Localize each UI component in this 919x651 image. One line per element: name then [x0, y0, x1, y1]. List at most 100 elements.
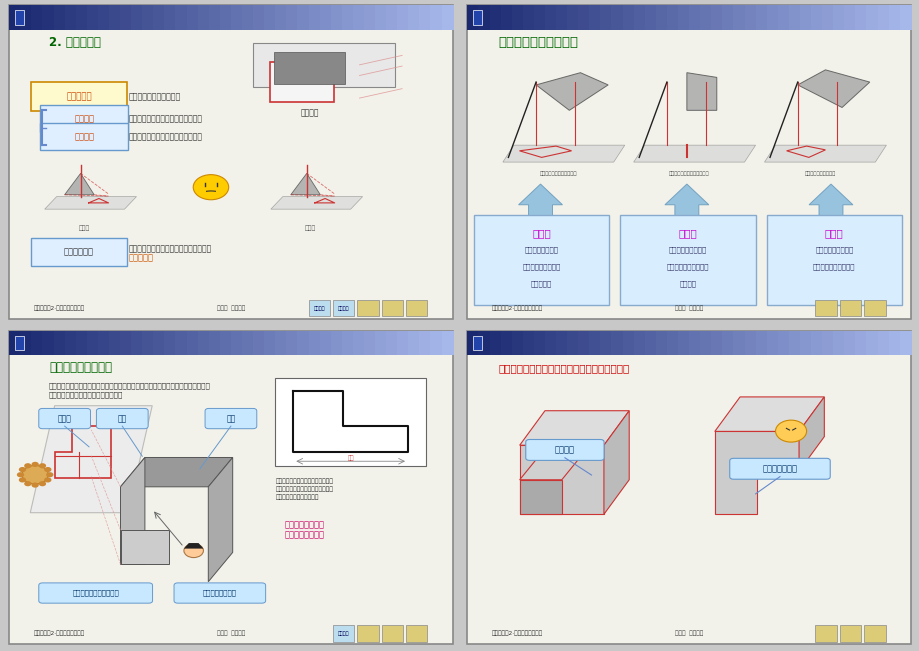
FancyBboxPatch shape — [743, 331, 755, 355]
Circle shape — [24, 481, 31, 486]
Text: 的轮廓线和棱用细虚线绘制: 的轮廓线和棱用细虚线绘制 — [275, 494, 318, 500]
FancyBboxPatch shape — [766, 5, 777, 30]
FancyBboxPatch shape — [754, 331, 766, 355]
Text: 第二章  投影基础: 第二章 投影基础 — [217, 305, 244, 311]
FancyBboxPatch shape — [822, 5, 834, 30]
FancyBboxPatch shape — [264, 331, 276, 355]
FancyBboxPatch shape — [467, 331, 479, 355]
FancyBboxPatch shape — [357, 300, 379, 316]
Polygon shape — [290, 173, 320, 195]
Text: 正投影法: 正投影法 — [301, 109, 319, 118]
FancyBboxPatch shape — [275, 331, 287, 355]
FancyBboxPatch shape — [381, 300, 403, 316]
FancyBboxPatch shape — [419, 5, 431, 30]
FancyBboxPatch shape — [357, 626, 379, 642]
FancyBboxPatch shape — [877, 331, 889, 355]
FancyBboxPatch shape — [9, 331, 452, 644]
Circle shape — [46, 472, 53, 477]
Polygon shape — [799, 397, 823, 471]
FancyBboxPatch shape — [743, 5, 755, 30]
FancyBboxPatch shape — [9, 5, 21, 30]
Polygon shape — [64, 173, 94, 195]
FancyBboxPatch shape — [472, 336, 482, 350]
Text: 平面（直线）倾斜投: 平面（直线）倾斜投 — [814, 247, 853, 253]
FancyBboxPatch shape — [863, 300, 885, 316]
FancyBboxPatch shape — [555, 331, 567, 355]
FancyBboxPatch shape — [64, 331, 76, 355]
FancyBboxPatch shape — [408, 331, 420, 355]
FancyBboxPatch shape — [814, 626, 836, 642]
FancyBboxPatch shape — [165, 331, 176, 355]
FancyBboxPatch shape — [253, 5, 265, 30]
Text: 积聚性：投影积聚一点或直线: 积聚性：投影积聚一点或直线 — [668, 171, 709, 176]
FancyBboxPatch shape — [788, 331, 800, 355]
Text: 机工高职多2·机械制图教学软件: 机工高职多2·机械制图教学软件 — [34, 631, 85, 636]
FancyBboxPatch shape — [274, 52, 345, 84]
Polygon shape — [714, 397, 823, 432]
FancyBboxPatch shape — [75, 331, 87, 355]
FancyBboxPatch shape — [209, 5, 221, 30]
FancyBboxPatch shape — [473, 215, 608, 305]
Text: 机工高职多2·机械制图教学软件: 机工高职多2·机械制图教学软件 — [492, 305, 542, 311]
Circle shape — [44, 477, 51, 482]
FancyBboxPatch shape — [877, 5, 889, 30]
FancyBboxPatch shape — [253, 331, 265, 355]
FancyBboxPatch shape — [822, 331, 834, 355]
Text: 斜投影法: 斜投影法 — [74, 132, 95, 141]
FancyBboxPatch shape — [176, 331, 187, 355]
FancyBboxPatch shape — [430, 331, 442, 355]
FancyBboxPatch shape — [419, 331, 431, 355]
FancyBboxPatch shape — [297, 331, 309, 355]
Polygon shape — [603, 411, 629, 514]
FancyBboxPatch shape — [899, 5, 911, 30]
FancyBboxPatch shape — [855, 331, 867, 355]
FancyBboxPatch shape — [364, 5, 376, 30]
FancyBboxPatch shape — [478, 331, 490, 355]
FancyBboxPatch shape — [31, 331, 43, 355]
Text: 度量性较好: 度量性较好 — [129, 253, 153, 262]
FancyBboxPatch shape — [766, 215, 902, 305]
FancyBboxPatch shape — [9, 5, 452, 319]
FancyBboxPatch shape — [31, 5, 43, 30]
FancyBboxPatch shape — [777, 331, 789, 355]
Text: 投影大小与物体和投影面之间的距离无关: 投影大小与物体和投影面之间的距离无关 — [129, 244, 212, 253]
FancyBboxPatch shape — [589, 5, 601, 30]
FancyBboxPatch shape — [522, 5, 534, 30]
Circle shape — [17, 472, 24, 477]
FancyBboxPatch shape — [397, 331, 409, 355]
Text: 形（实长）: 形（实长） — [530, 280, 551, 286]
FancyBboxPatch shape — [205, 408, 256, 429]
FancyBboxPatch shape — [766, 331, 777, 355]
FancyBboxPatch shape — [231, 5, 243, 30]
FancyBboxPatch shape — [330, 5, 342, 30]
Polygon shape — [536, 73, 607, 110]
FancyBboxPatch shape — [97, 331, 109, 355]
FancyBboxPatch shape — [386, 331, 398, 355]
Text: 类似性：投影形状变小: 类似性：投影形状变小 — [803, 171, 834, 176]
FancyBboxPatch shape — [198, 331, 210, 355]
Text: 用正投影法绘制物体的图形时，把人的视线假想成相互平行且垂直投影面的一组投射: 用正投影法绘制物体的图形时，把人的视线假想成相互平行且垂直投影面的一组投射 — [49, 382, 210, 389]
FancyBboxPatch shape — [286, 331, 298, 355]
Text: 线，零物体在投影面上的投影称为视图: 线，零物体在投影面上的投影称为视图 — [49, 391, 123, 398]
FancyBboxPatch shape — [405, 626, 427, 642]
Text: 投射线相互平行的投影法: 投射线相互平行的投影法 — [129, 92, 181, 101]
Polygon shape — [45, 197, 136, 209]
FancyBboxPatch shape — [97, 5, 109, 30]
FancyBboxPatch shape — [308, 300, 329, 316]
FancyBboxPatch shape — [319, 331, 331, 355]
FancyBboxPatch shape — [15, 10, 24, 25]
Circle shape — [22, 465, 49, 484]
FancyBboxPatch shape — [899, 331, 911, 355]
FancyBboxPatch shape — [844, 331, 856, 355]
FancyBboxPatch shape — [839, 300, 860, 316]
FancyBboxPatch shape — [644, 5, 656, 30]
FancyBboxPatch shape — [611, 5, 623, 30]
FancyBboxPatch shape — [308, 331, 320, 355]
FancyBboxPatch shape — [578, 5, 590, 30]
FancyBboxPatch shape — [489, 5, 501, 30]
FancyBboxPatch shape — [220, 5, 232, 30]
FancyBboxPatch shape — [319, 5, 331, 30]
FancyBboxPatch shape — [732, 331, 744, 355]
FancyBboxPatch shape — [131, 5, 143, 30]
FancyBboxPatch shape — [710, 331, 722, 355]
